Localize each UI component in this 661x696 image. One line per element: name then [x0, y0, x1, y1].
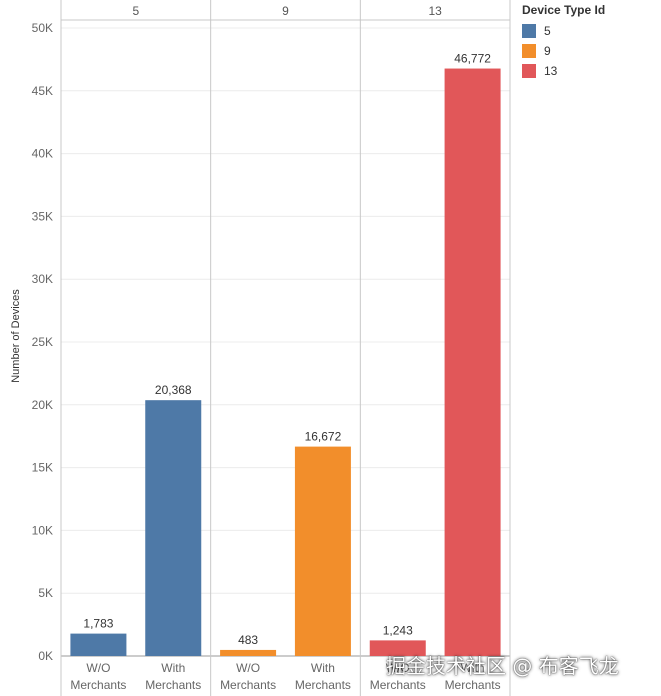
y-tick-label: 5K [38, 586, 53, 600]
bars [70, 68, 501, 656]
y-tick-label: 40K [32, 147, 53, 161]
legend-swatch [522, 64, 536, 78]
y-tick-label: 35K [32, 209, 53, 223]
bar [369, 640, 426, 656]
panel-frames [60, 0, 511, 696]
y-tick-label: 50K [32, 21, 53, 35]
x-tick-label: With [161, 661, 185, 675]
legend-item-13[interactable]: 13 [522, 61, 652, 81]
axes: 0K 5K 10K 15K 20K 25K 30K 35K 40K 45K 50K 5 W/O Merch… [32, 4, 501, 692]
data-label: 46,772 [454, 52, 491, 66]
bar [70, 633, 127, 656]
x-tick-label: W/O [386, 661, 410, 675]
x-tick-label: W/O [86, 661, 110, 675]
legend-label: 9 [544, 44, 551, 58]
data-label: 20,368 [155, 383, 192, 397]
data-label: 1,243 [383, 623, 413, 637]
y-tick-label: 45K [32, 84, 53, 98]
x-tick-label: Merchants [445, 678, 501, 692]
data-label: 1,783 [83, 617, 113, 631]
watermark: 掘金技术社区 @ 布客飞龙 [386, 654, 619, 678]
legend-item-5[interactable]: 5 [522, 21, 652, 41]
panel-header: 5 [132, 4, 139, 18]
x-tick-label: Merchants [145, 678, 201, 692]
grid-layer [61, 27, 510, 594]
bar [220, 649, 277, 656]
y-tick-label: 25K [32, 335, 53, 349]
panel-header: 13 [428, 4, 442, 18]
x-tick-label: Merchants [370, 678, 426, 692]
data-label: 16,672 [305, 430, 342, 444]
data-labels: 1,783 20,368 483 16,672 1,243 46,772 [83, 52, 491, 647]
bar [444, 68, 501, 656]
y-tick-label: 30K [32, 272, 53, 286]
legend-label: 13 [544, 64, 558, 78]
y-axis-label: Number of Devices [10, 289, 22, 383]
x-tick-label: W/O [236, 661, 260, 675]
y-tick-label: 15K [32, 461, 53, 475]
y-tick-label: 20K [32, 398, 53, 412]
bar [145, 400, 202, 656]
legend: Device Type Id 5 9 13 [522, 3, 652, 81]
legend-item-9[interactable]: 9 [522, 41, 652, 61]
bar [294, 446, 351, 656]
legend-title: Device Type Id [522, 3, 606, 17]
x-tick-label: With [311, 661, 335, 675]
x-tick-label: Merchants [70, 678, 126, 692]
y-tick-label: 10K [32, 523, 53, 537]
panel-header: 9 [282, 4, 289, 18]
data-label: 483 [238, 633, 258, 647]
legend-swatch [522, 44, 536, 58]
legend-swatch [522, 24, 536, 38]
x-tick-label: Merchants [295, 678, 351, 692]
legend-label: 5 [544, 24, 551, 38]
x-tick-label: With [461, 661, 485, 675]
x-tick-label: Merchants [220, 678, 276, 692]
y-tick-label: 0K [38, 649, 53, 663]
